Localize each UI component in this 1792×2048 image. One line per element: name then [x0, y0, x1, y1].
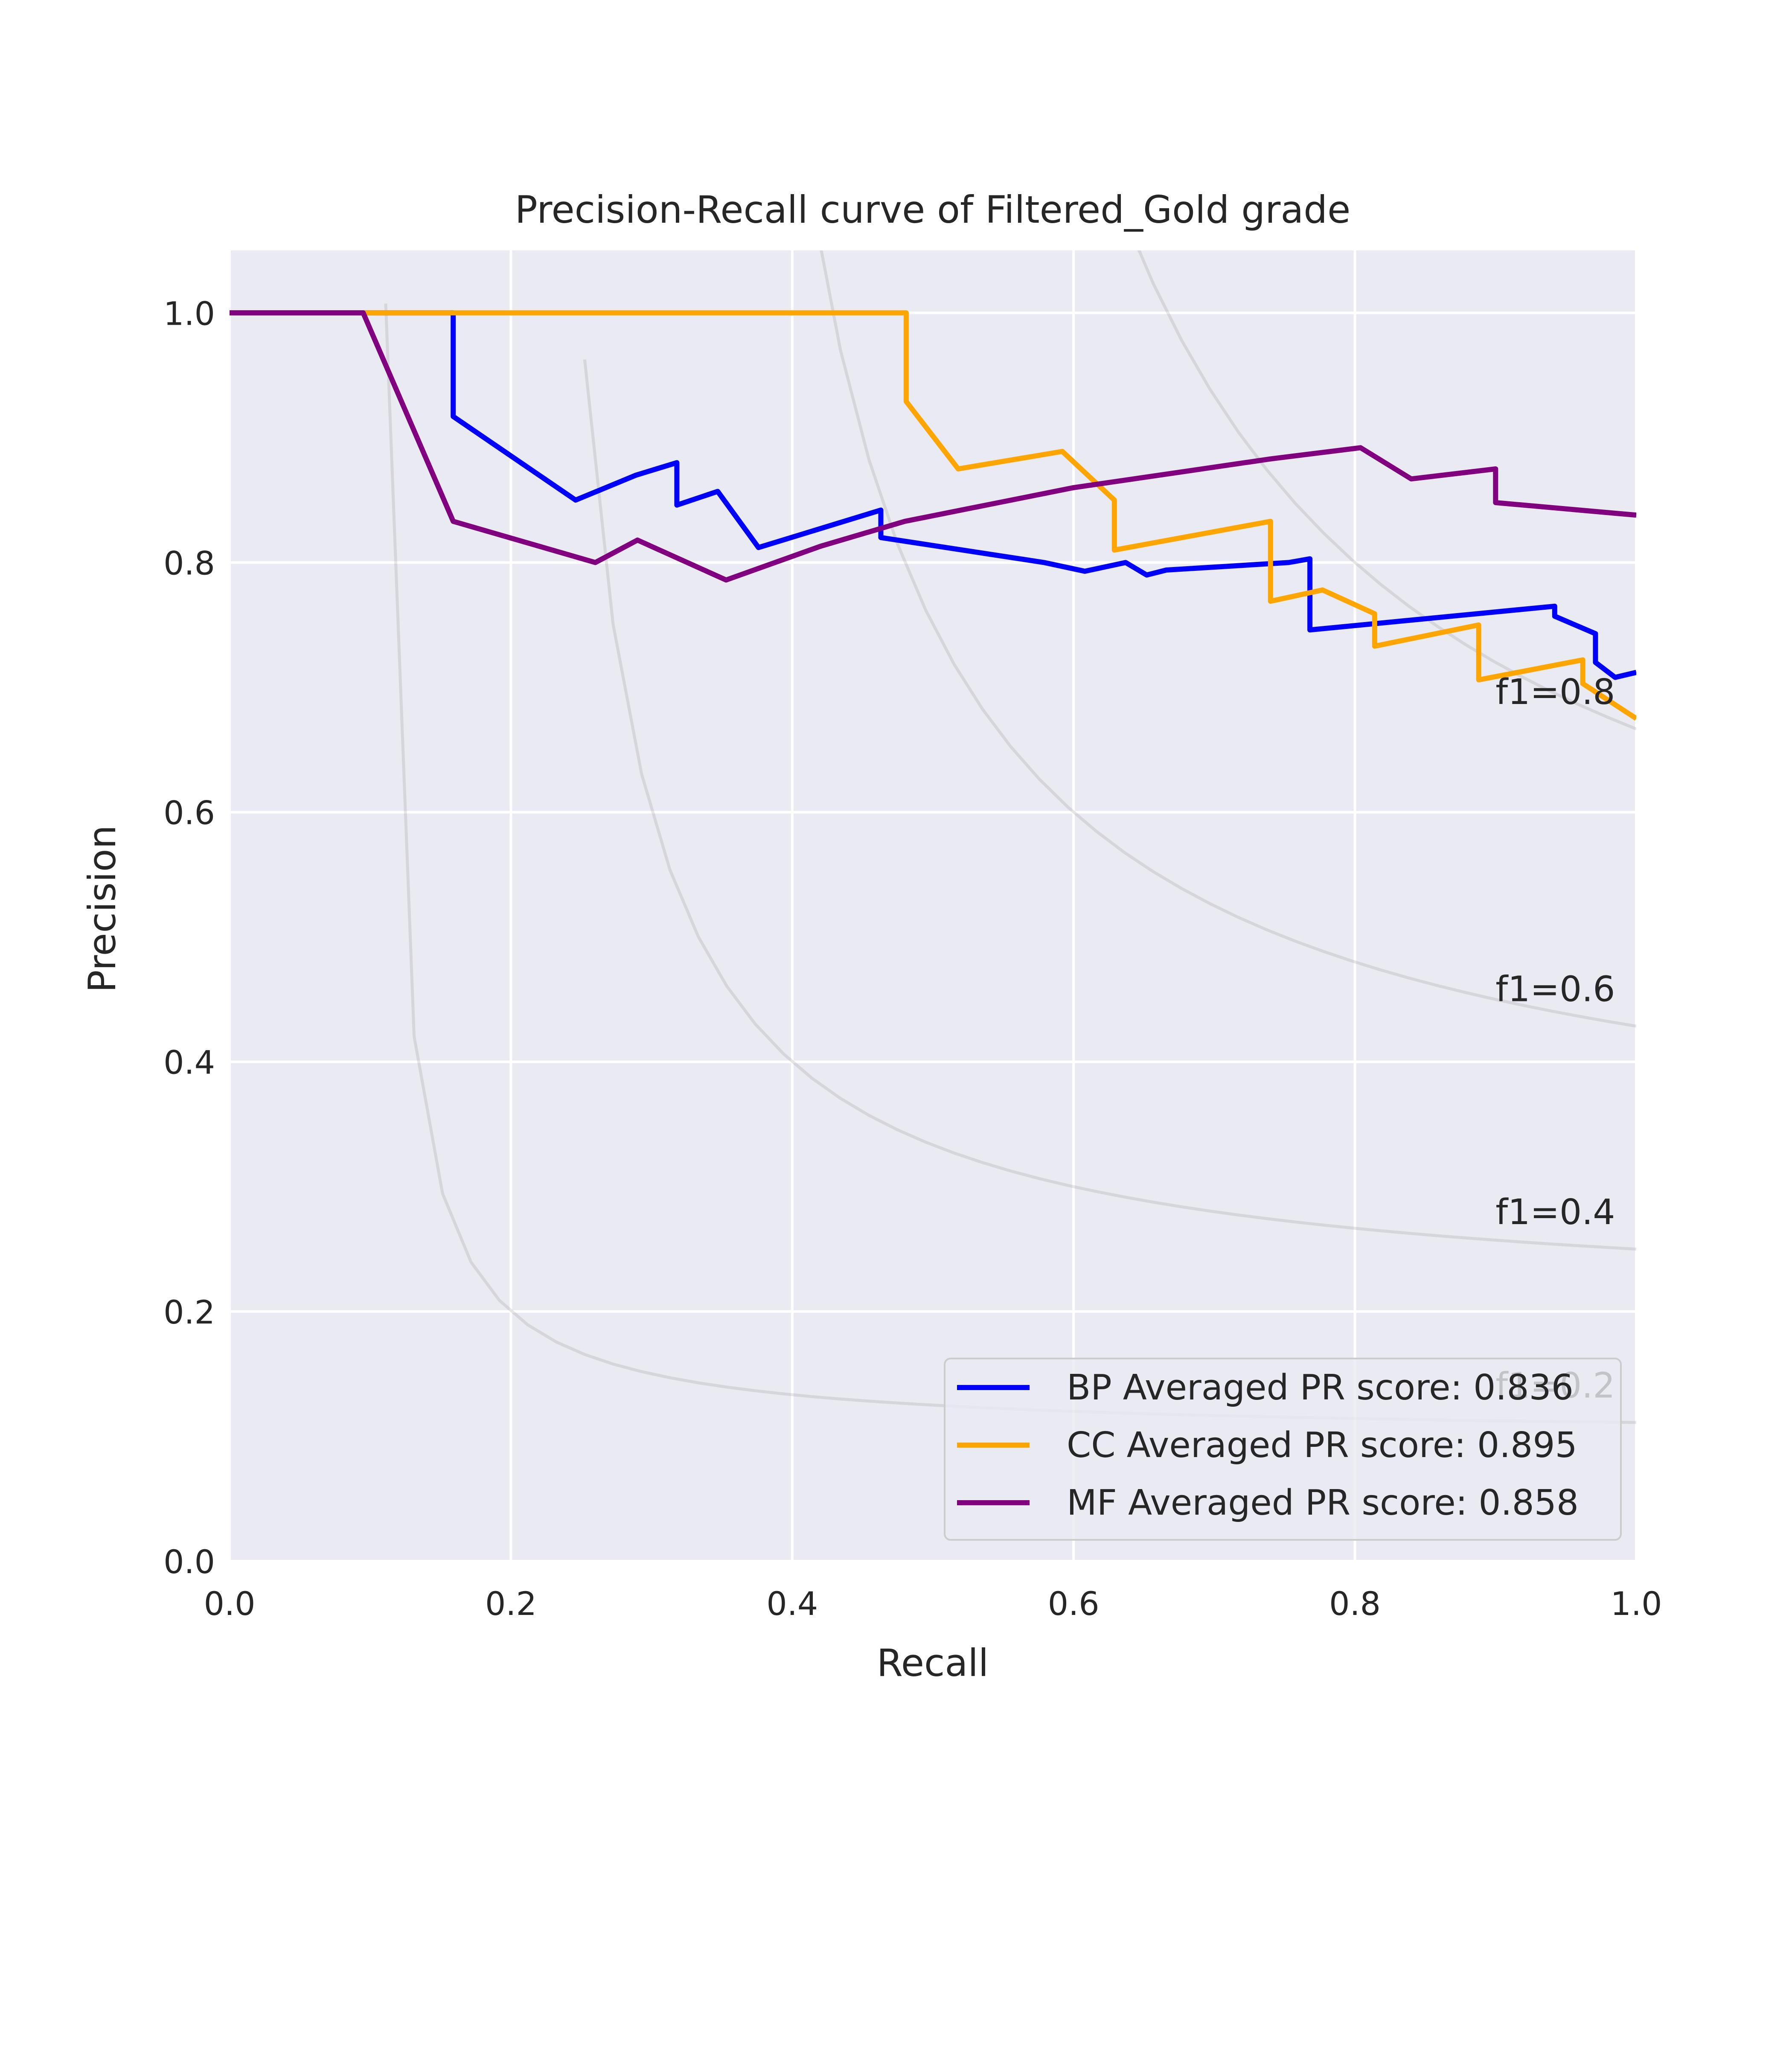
legend-entry: MF Averaged PR score: 0.858 — [1067, 1483, 1579, 1523]
legend-entry: CC Averaged PR score: 0.895 — [1067, 1425, 1577, 1466]
series-line — [230, 310, 1636, 583]
x-tick-label: 0.4 — [766, 1585, 818, 1623]
iso-f1-curve — [1137, 250, 1636, 730]
plot-area — [230, 250, 1636, 1561]
series-lines — [230, 310, 1636, 721]
x-axis-label: Recall — [877, 1641, 989, 1685]
y-tick-label: 0.0 — [163, 1543, 215, 1581]
legend-entry: BP Averaged PR score: 0.836 — [1067, 1367, 1574, 1408]
x-tick-label: 0.2 — [485, 1585, 537, 1623]
series-line — [230, 310, 1636, 721]
y-tick-label: 0.4 — [163, 1044, 215, 1082]
y-tick-label: 0.2 — [163, 1293, 215, 1331]
y-tick-label: 1.0 — [163, 294, 215, 332]
x-tick-label: 1.0 — [1611, 1585, 1662, 1623]
y-tick-label: 0.8 — [163, 544, 215, 582]
chart-title: Precision-Recall curve of Filtered_Gold … — [515, 188, 1351, 232]
iso-f1-curve — [583, 359, 1636, 1251]
iso-f1-label: f1=0.4 — [1495, 1192, 1615, 1233]
y-axis-label: Precision — [80, 825, 124, 993]
iso-f1-label: f1=0.6 — [1495, 969, 1615, 1010]
iso-f1-curve — [820, 250, 1636, 1028]
x-tick-label: 0.6 — [1048, 1585, 1100, 1623]
y-tick-label: 0.6 — [163, 794, 215, 832]
x-tick-labels: 0.0 0.2 0.4 0.6 0.8 1.0 — [204, 1585, 1662, 1623]
legend-box — [944, 1358, 1622, 1541]
legend: BP Averaged PR score: 0.836 CC Averaged P… — [944, 1358, 1622, 1541]
iso-f1-label: f1=0.8 — [1495, 672, 1615, 713]
x-tick-label: 0.8 — [1329, 1585, 1381, 1623]
y-tick-labels: 0.0 0.2 0.4 0.6 0.8 1.0 — [163, 294, 215, 1581]
series-line — [230, 310, 1636, 680]
x-tick-label: 0.0 — [204, 1585, 256, 1623]
grid — [228, 250, 1638, 1562]
